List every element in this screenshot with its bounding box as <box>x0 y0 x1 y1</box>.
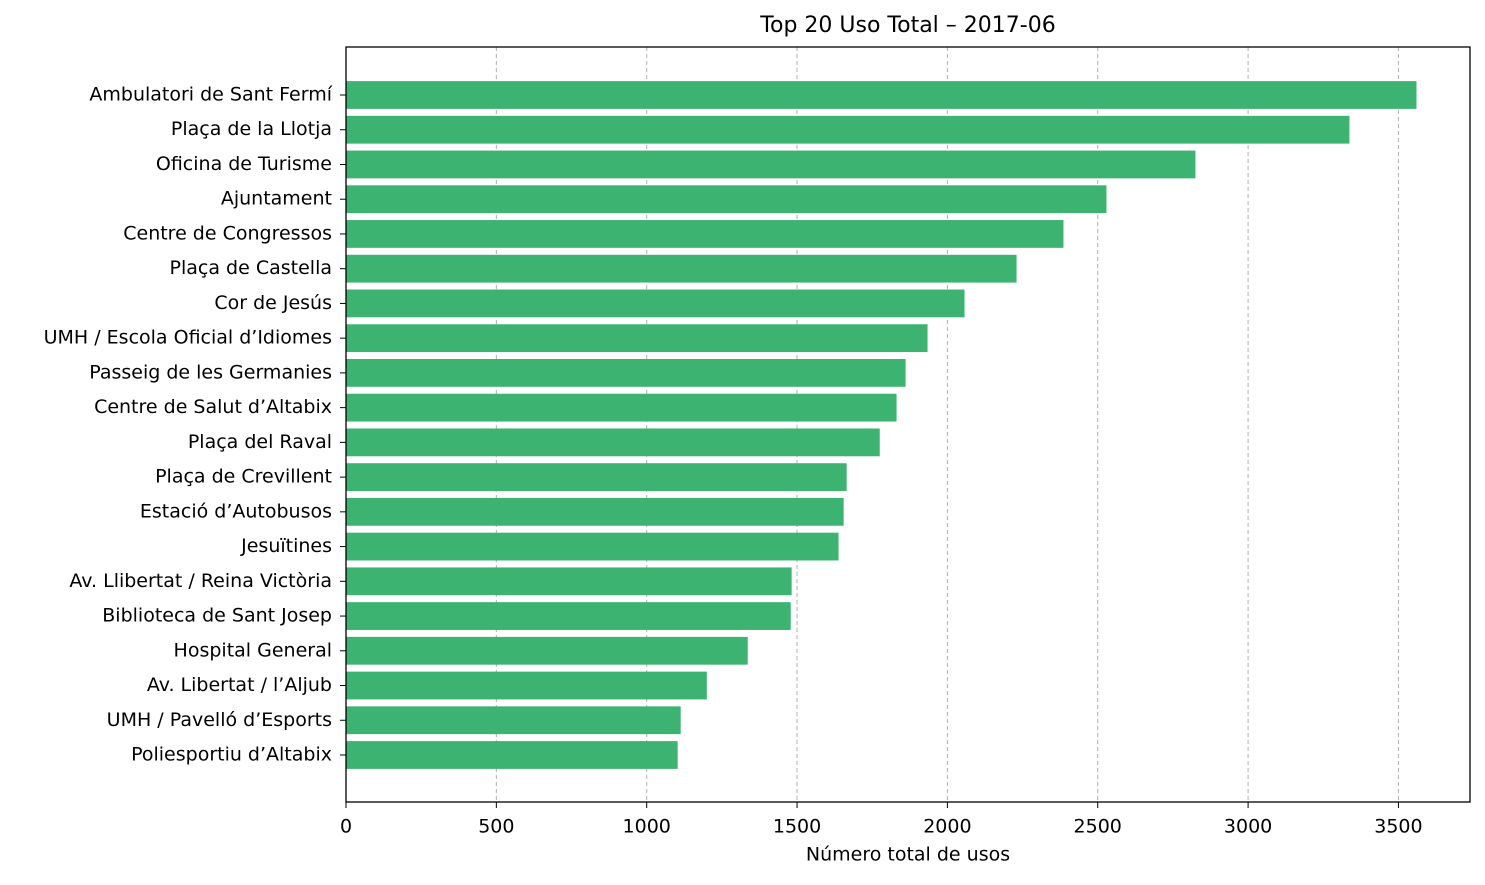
y-tick-label: Plaça de Castella <box>170 257 332 279</box>
x-tick-label: 500 <box>478 816 514 838</box>
y-tick-label: Passeig de les Germanies <box>89 361 332 383</box>
y-tick-label: UMH / Pavelló d’Esports <box>107 709 332 731</box>
y-tick-label: Poliesportiu d’Altabix <box>131 744 332 766</box>
y-tick-label: Biblioteca de Sant Josep <box>102 605 332 627</box>
y-tick-label: Plaça de Crevillent <box>155 466 332 488</box>
y-tick-label: Ambulatori de Sant Fermí <box>89 84 332 106</box>
bar <box>346 359 906 387</box>
bar <box>346 185 1107 214</box>
bar <box>346 324 928 353</box>
x-tick-label: 0 <box>340 816 352 838</box>
bar <box>346 532 839 561</box>
y-tick-label: Cor de Jesús <box>214 292 332 314</box>
plot-frame <box>345 46 1471 803</box>
x-tick-label: 2500 <box>1074 816 1122 838</box>
bar <box>346 636 748 665</box>
x-tick-label: 1000 <box>623 816 671 838</box>
y-tick-label: Plaça de la Llotja <box>171 118 332 140</box>
bar <box>346 220 1064 248</box>
bar <box>346 428 880 457</box>
bar <box>346 741 678 769</box>
y-tick-label: Ajuntament <box>221 188 332 210</box>
y-tick-label: Av. Libertat / l’Aljub <box>147 674 332 696</box>
bar <box>346 150 1196 179</box>
y-tick-label: Plaça del Raval <box>188 431 332 453</box>
bar <box>346 81 1417 109</box>
y-tick-label: Estació d’Autobusos <box>140 500 332 522</box>
bar <box>346 671 707 700</box>
bar <box>346 706 681 735</box>
bar <box>346 254 1017 283</box>
bar <box>346 115 1350 144</box>
bar <box>346 567 792 596</box>
y-tick-label: Centre de Salut d’Altabix <box>94 396 332 418</box>
x-tick-label: 2000 <box>923 816 971 838</box>
y-tick-label: Hospital General <box>174 639 332 661</box>
y-tick-label: Av. Llibertat / Reina Victòria <box>69 570 332 592</box>
chart-title: Top 20 Uso Total – 2017-06 <box>759 13 1055 38</box>
x-axis-label: Número total de usos <box>806 844 1010 866</box>
y-tick-label: UMH / Escola Oficial d’Idiomes <box>44 327 332 349</box>
x-tick-label: 1500 <box>773 816 821 838</box>
x-tick-label: 3500 <box>1374 816 1422 838</box>
y-tick-label: Oficina de Turisme <box>156 153 332 175</box>
bar <box>346 393 897 422</box>
bar <box>346 289 965 318</box>
y-tick-label: Centre de Congressos <box>123 222 332 244</box>
x-tick-label: 3000 <box>1224 816 1272 838</box>
bar <box>346 602 791 630</box>
y-tick-label: Jesuïtines <box>240 535 332 557</box>
bar <box>346 463 847 491</box>
bar <box>346 497 844 526</box>
